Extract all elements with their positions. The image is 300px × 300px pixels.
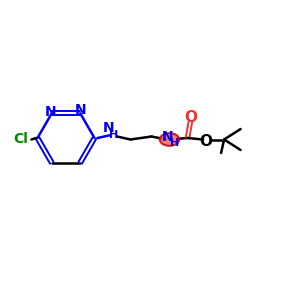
- Text: N: N: [44, 105, 56, 119]
- Text: O: O: [200, 134, 213, 148]
- Text: N: N: [74, 103, 86, 117]
- Text: N: N: [162, 130, 174, 144]
- Text: Cl: Cl: [14, 133, 28, 146]
- Text: H: H: [170, 137, 179, 148]
- Text: O: O: [184, 110, 197, 124]
- Text: H: H: [110, 130, 118, 140]
- Ellipse shape: [160, 133, 179, 146]
- Text: N: N: [103, 122, 114, 135]
